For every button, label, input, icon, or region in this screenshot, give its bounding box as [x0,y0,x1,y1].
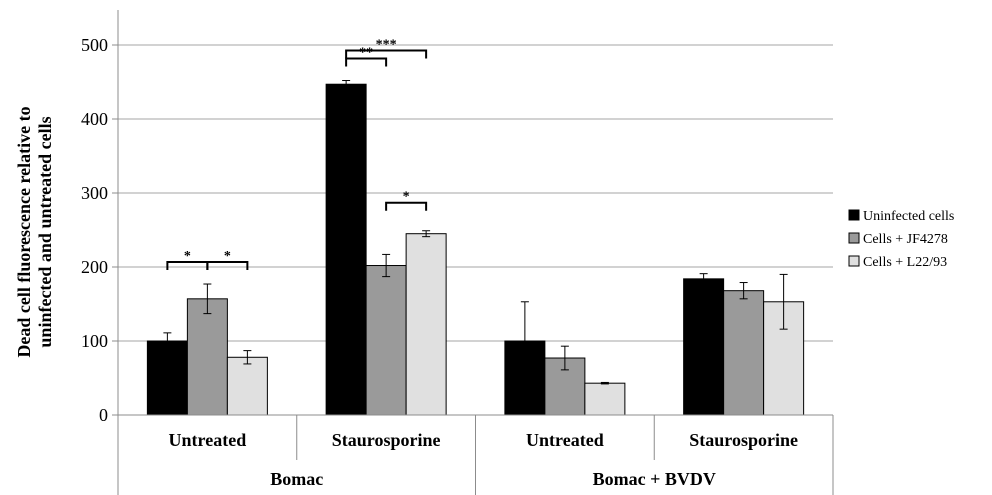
bar [146,340,188,416]
significance-bracket [345,57,388,67]
bar [186,298,228,416]
category-labels: Untreated Staurosporine Bomac Untreated Stau… [169,430,798,489]
significance-bracket [385,201,428,211]
y-tick-label: 400 [81,109,108,129]
significance-label: *** [376,38,397,53]
y-tick-label: 0 [99,405,108,425]
y-axis-title-line: Dead cell fluorescence relative to [14,106,34,357]
legend-swatch [848,209,860,221]
y-axis-label: Dead cell fluorescence relative touninfe… [14,106,55,357]
significance-label: * [224,249,231,264]
significance-label: * [403,190,410,205]
y-tick-label: 500 [81,35,108,55]
legend-label: Cells + JF4278 [863,232,948,247]
bar [405,233,447,416]
legend-swatch [848,255,860,267]
x-group-label: Bomac + BVDV [593,469,716,489]
legend: Uninfected cells Cells + JF4278 Cells + L2… [848,209,954,270]
legend-swatch [848,232,860,244]
y-axis-title: Dead cell fluorescence relative touninfe… [14,106,55,357]
bar [723,290,765,416]
x-category-label: Staurosporine [332,430,441,450]
legend-label: Uninfected cells [863,209,954,224]
axes [112,10,834,495]
bar [325,83,367,416]
significance-bracket [345,49,428,59]
significance-brackets: * ******* [166,38,428,271]
significance-label: ** [359,46,373,61]
significance-label: * [184,249,191,264]
error-bars [163,80,788,385]
y-tick-label: 100 [81,331,108,351]
bar [226,356,268,416]
x-category-label: Untreated [526,430,604,450]
y-tick-label: 200 [81,257,108,277]
bar [683,278,725,416]
x-category-label: Staurosporine [689,430,798,450]
significance-bracket [206,261,249,271]
bar [584,382,626,416]
bars [146,83,805,416]
x-category-label: Untreated [169,430,247,450]
y-tick-labels: 0 100 200 300 400 500 [81,35,108,425]
y-axis-title-line: uninfected and untreated cells [35,116,55,347]
legend-label: Cells + L22/93 [863,255,947,270]
x-group-label: Bomac [270,469,323,489]
bar [365,265,407,416]
y-tick-label: 300 [81,183,108,203]
